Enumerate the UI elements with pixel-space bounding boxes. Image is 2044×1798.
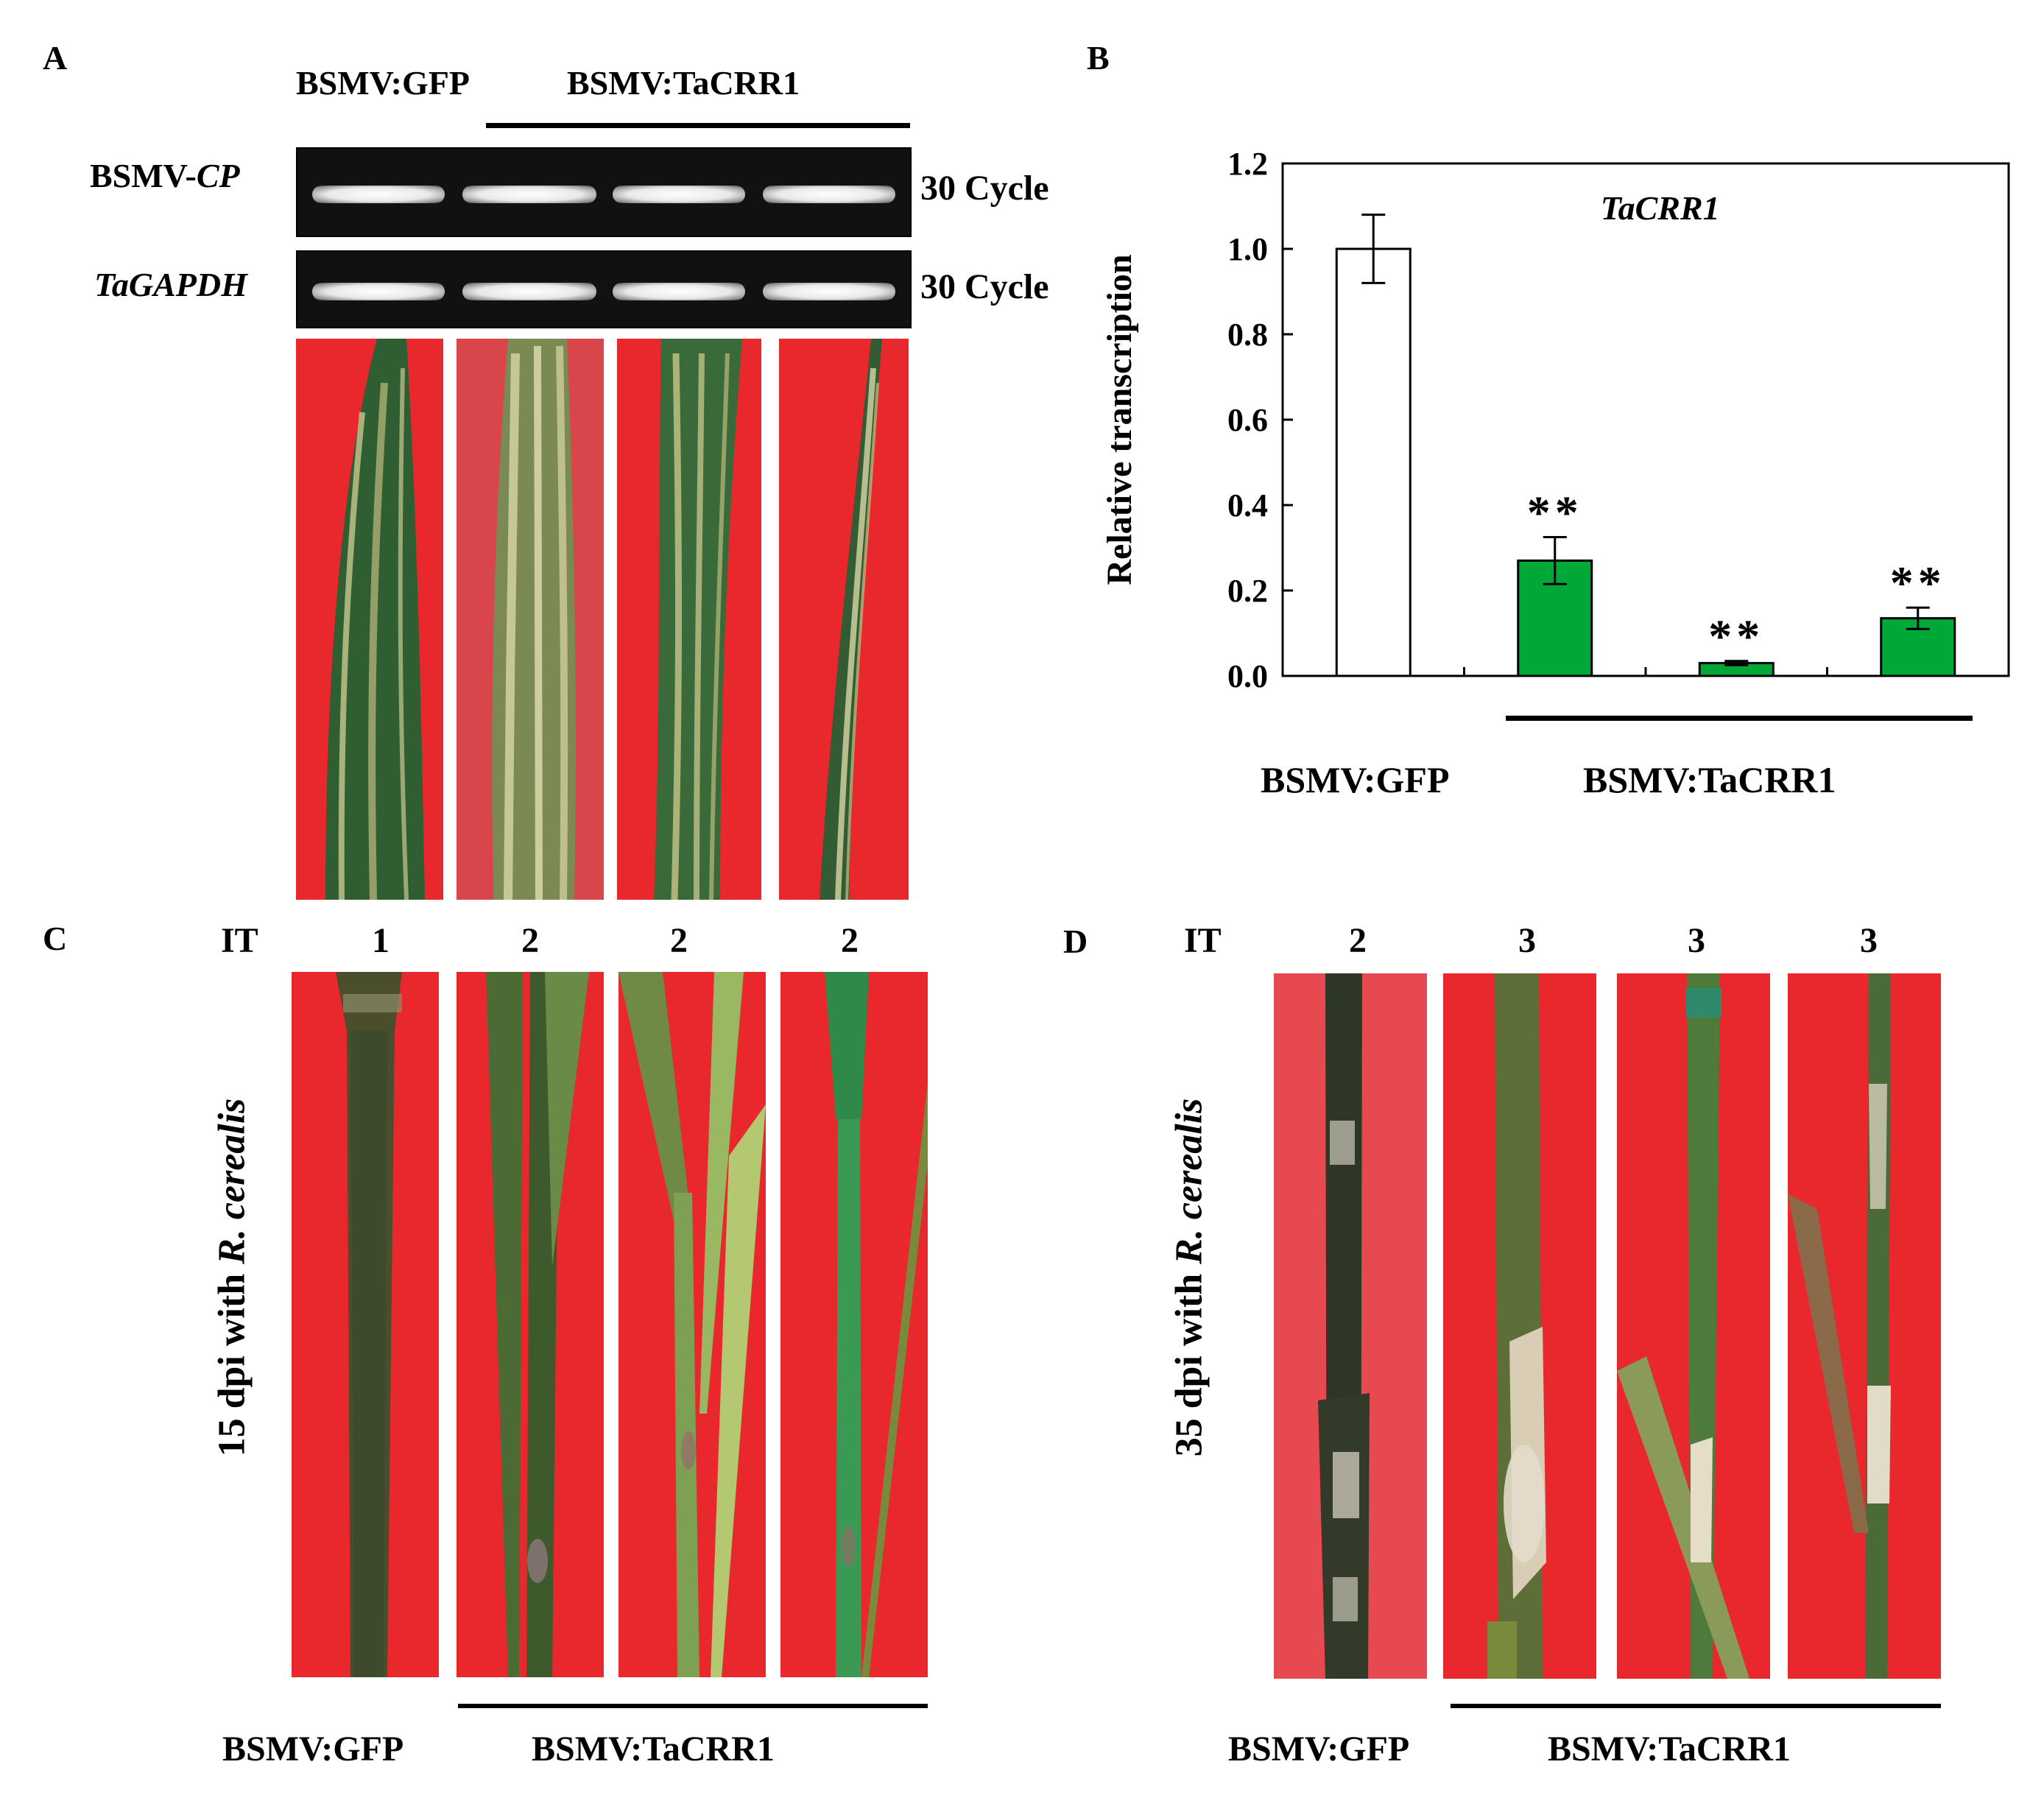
panel-b-treatment-underline bbox=[1506, 716, 1973, 721]
gel-bsmv-cp bbox=[296, 147, 912, 237]
panel-c-it-value-2: 2 bbox=[521, 921, 539, 960]
panel-b-group-treatment: BSMV:TaCRR1 bbox=[1583, 759, 1836, 800]
panel-d-it-value-4: 3 bbox=[1860, 921, 1878, 960]
chart-title: TaCRR1 bbox=[1601, 189, 1720, 227]
y-tick-label: 1.2 bbox=[1227, 146, 1268, 182]
leaf-photo-1 bbox=[296, 339, 443, 900]
bar-chart: 0.0 0.2 0.4 0.6 0.8 1.0 1.2 ** ** ** TaCRR1 Relativ… bbox=[1100, 146, 2010, 694]
gel-band bbox=[763, 186, 895, 203]
stem-photo-d2 bbox=[1443, 973, 1596, 1679]
panel-c-side-label: 15 dpi with R. cerealis bbox=[211, 1099, 254, 1457]
panel-d-treatment-underline bbox=[1451, 1704, 1941, 1708]
gel-band bbox=[312, 186, 445, 203]
panel-c-it-value-3: 2 bbox=[670, 921, 688, 960]
panel-c-group-control: BSMV:GFP bbox=[222, 1730, 404, 1769]
gel-row1-cycle: 30 Cycle bbox=[920, 169, 1049, 208]
panel-d-letter: D bbox=[1063, 923, 1088, 960]
gel-row2-label: TaGAPDH bbox=[94, 265, 247, 304]
stem-image bbox=[1788, 973, 1891, 1679]
significance-label: ** bbox=[1708, 610, 1764, 663]
stem-image bbox=[619, 972, 766, 1677]
y-tick-label: 0.2 bbox=[1227, 573, 1268, 609]
panel-c-it-label: IT bbox=[221, 921, 258, 960]
gel-row1-label-italic: CP bbox=[196, 157, 240, 194]
panel-d-side-prefix: 35 dpi with bbox=[1168, 1263, 1210, 1457]
stem-photo-c3 bbox=[619, 972, 766, 1677]
stem-photo-d1 bbox=[1274, 973, 1427, 1679]
y-tick-label: 0.4 bbox=[1227, 487, 1268, 523]
panel-d-it-value-1: 2 bbox=[1349, 921, 1367, 960]
y-tick-label: 0.8 bbox=[1227, 317, 1268, 353]
stem-image bbox=[825, 972, 928, 1677]
panel-a-group-treatment: BSMV:TaCRR1 bbox=[567, 64, 800, 102]
gel-row2-label-italic: TaGAPDH bbox=[94, 266, 247, 303]
y-tick-label: 0.6 bbox=[1227, 402, 1268, 438]
bar bbox=[1335, 247, 1412, 677]
significance-label: ** bbox=[1527, 487, 1583, 539]
y-axis-label: Relative transcription bbox=[1100, 254, 1139, 585]
leaf-photo-2 bbox=[457, 339, 604, 900]
panel-d-group-treatment: BSMV:TaCRR1 bbox=[1548, 1730, 1791, 1769]
stem-image bbox=[486, 972, 589, 1677]
stem-photo-c4 bbox=[780, 972, 928, 1677]
panel-c-side-prefix: 15 dpi with bbox=[211, 1263, 253, 1457]
leaf-image bbox=[492, 339, 576, 900]
stem-image bbox=[336, 972, 402, 1677]
panel-a-letter: A bbox=[43, 39, 68, 77]
gel-row1-label-prefix: BSMV- bbox=[90, 157, 197, 194]
gel-row2-cycle: 30 Cycle bbox=[920, 267, 1049, 306]
gel-band bbox=[763, 283, 895, 300]
panel-b-group-control: BSMV:GFP bbox=[1261, 759, 1450, 800]
panel-d-it-value-3: 3 bbox=[1688, 921, 1705, 960]
y-tick-label: 0.0 bbox=[1227, 658, 1268, 694]
gel-band bbox=[613, 186, 745, 203]
y-tick-label: 1.0 bbox=[1227, 231, 1268, 267]
leaf-photo-3 bbox=[617, 339, 761, 900]
stem-image bbox=[1487, 973, 1546, 1679]
panel-a-treatment-underline bbox=[486, 123, 910, 128]
panel-b-letter: B bbox=[1087, 39, 1110, 77]
gel-band bbox=[312, 283, 445, 300]
gel-band bbox=[462, 283, 596, 300]
leaf-image bbox=[325, 339, 425, 900]
panel-a-group-control: BSMV:GFP bbox=[296, 64, 470, 102]
panel-d-group-control: BSMV:GFP bbox=[1228, 1730, 1410, 1769]
leaf-image bbox=[654, 339, 742, 900]
panel-c-group-treatment: BSMV:TaCRR1 bbox=[532, 1730, 775, 1769]
panel-c-letter: C bbox=[43, 920, 68, 957]
significance-label: ** bbox=[1890, 557, 1946, 609]
panel-d-side-italic: R. cerealis bbox=[1168, 1098, 1210, 1264]
panel-c-it-value-4: 2 bbox=[841, 921, 859, 960]
gel-band bbox=[462, 186, 596, 203]
stem-image bbox=[1318, 973, 1370, 1679]
gel-tagapdh bbox=[296, 250, 912, 328]
gel-band bbox=[613, 283, 745, 300]
stem-image bbox=[1617, 973, 1749, 1679]
stem-photo-c1 bbox=[292, 972, 439, 1677]
leaf-image bbox=[820, 339, 882, 900]
stem-photo-d3 bbox=[1617, 973, 1770, 1679]
stem-photo-c2 bbox=[457, 972, 604, 1677]
panel-c-it-value-1: 1 bbox=[372, 921, 390, 960]
panel-d-it-value-2: 3 bbox=[1518, 921, 1536, 960]
gel-row1-label: BSMV-CP bbox=[90, 156, 240, 195]
panel-d-it-label: IT bbox=[1184, 921, 1222, 960]
panel-c-treatment-underline bbox=[458, 1704, 928, 1708]
stem-photo-d4 bbox=[1788, 973, 1941, 1679]
leaf-photo-4 bbox=[779, 339, 909, 900]
panel-d-side-label: 35 dpi with R. cerealis bbox=[1168, 1099, 1211, 1457]
panel-c-side-italic: R. cerealis bbox=[211, 1098, 253, 1264]
